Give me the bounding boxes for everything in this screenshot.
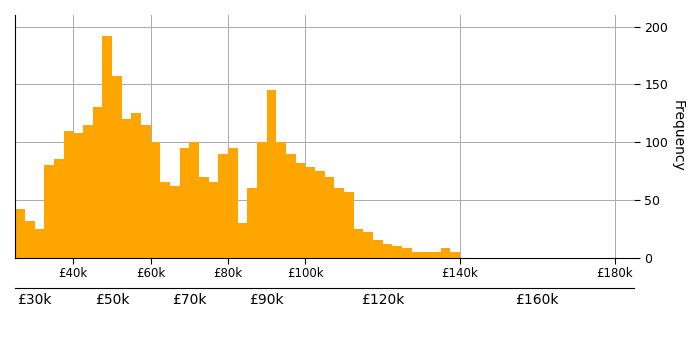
Bar — [412, 252, 421, 258]
Bar — [15, 209, 25, 258]
Bar — [383, 244, 392, 258]
Bar — [122, 119, 132, 258]
Bar — [295, 163, 305, 258]
Bar — [180, 148, 189, 258]
Bar — [83, 125, 92, 258]
Bar — [325, 177, 335, 258]
Bar — [112, 76, 122, 258]
Bar — [218, 154, 228, 258]
Bar — [402, 248, 412, 258]
Bar — [102, 36, 112, 258]
Bar — [74, 133, 83, 258]
Bar — [315, 171, 325, 258]
Bar — [160, 182, 170, 258]
Bar — [373, 240, 383, 258]
Bar — [305, 168, 315, 258]
Bar — [199, 177, 209, 258]
Bar — [25, 220, 34, 258]
Bar — [431, 252, 441, 258]
Bar — [441, 248, 450, 258]
Y-axis label: Frequency: Frequency — [671, 100, 685, 172]
Bar — [247, 188, 257, 258]
Bar — [286, 154, 295, 258]
Bar — [189, 142, 199, 258]
Bar — [141, 125, 150, 258]
Bar — [276, 142, 286, 258]
Bar — [209, 182, 218, 258]
Bar — [267, 90, 276, 258]
Bar — [392, 246, 402, 258]
Bar — [257, 142, 267, 258]
Bar — [344, 192, 354, 258]
Bar — [34, 229, 44, 258]
Bar — [421, 252, 431, 258]
Bar — [92, 107, 102, 258]
Bar — [44, 165, 54, 258]
Bar — [238, 223, 247, 258]
Bar — [228, 148, 238, 258]
Bar — [54, 159, 64, 258]
Bar — [132, 113, 141, 258]
Bar — [170, 186, 180, 258]
Bar — [335, 188, 344, 258]
Bar — [64, 131, 74, 258]
Bar — [354, 229, 363, 258]
Bar — [363, 232, 373, 258]
Bar — [150, 142, 160, 258]
Bar — [450, 252, 460, 258]
